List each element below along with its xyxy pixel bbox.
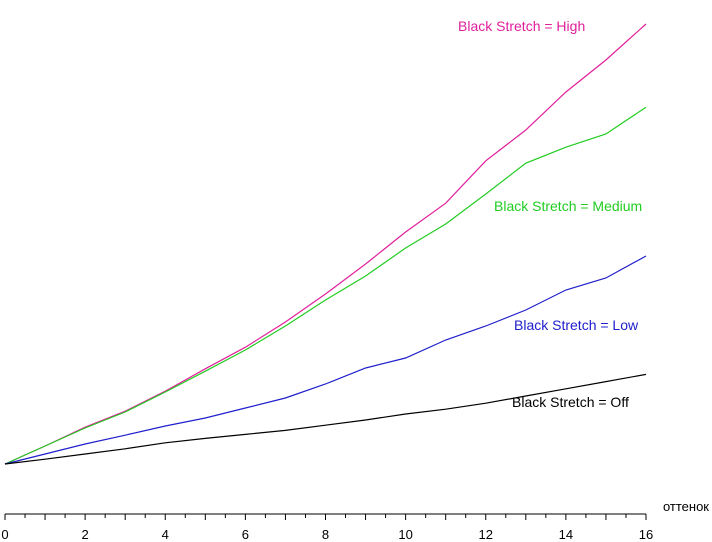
series-line-1: [4, 106, 647, 465]
series-label-0: Black Stretch = High: [458, 18, 585, 34]
series-label-2: Black Stretch = Low: [514, 317, 639, 333]
series-line-0: [4, 23, 647, 465]
x-tick-label: 14: [559, 527, 573, 542]
x-tick-label: 10: [398, 527, 412, 542]
series-line-3: [4, 373, 647, 465]
series-labels: Black Stretch = High Black Stretch = Medi…: [458, 18, 642, 410]
x-tick-label: 8: [322, 527, 329, 542]
series-layer: [4, 23, 647, 465]
x-tick-label: 2: [82, 527, 89, 542]
series-line-2: [4, 255, 647, 465]
x-tick-label: 0: [1, 527, 8, 542]
x-axis-label: оттенок: [663, 499, 709, 514]
series-label-3: Black Stretch = Off: [512, 394, 629, 410]
series-label-1: Black Stretch = Medium: [494, 198, 642, 214]
x-tick-label: 6: [242, 527, 249, 542]
x-tick-label: 16: [639, 527, 653, 542]
x-tick-label: 12: [479, 527, 493, 542]
x-tick-label: 4: [162, 527, 169, 542]
x-axis: 0 2 4 6 8 10 12 14 16 оттенок: [1, 499, 709, 542]
